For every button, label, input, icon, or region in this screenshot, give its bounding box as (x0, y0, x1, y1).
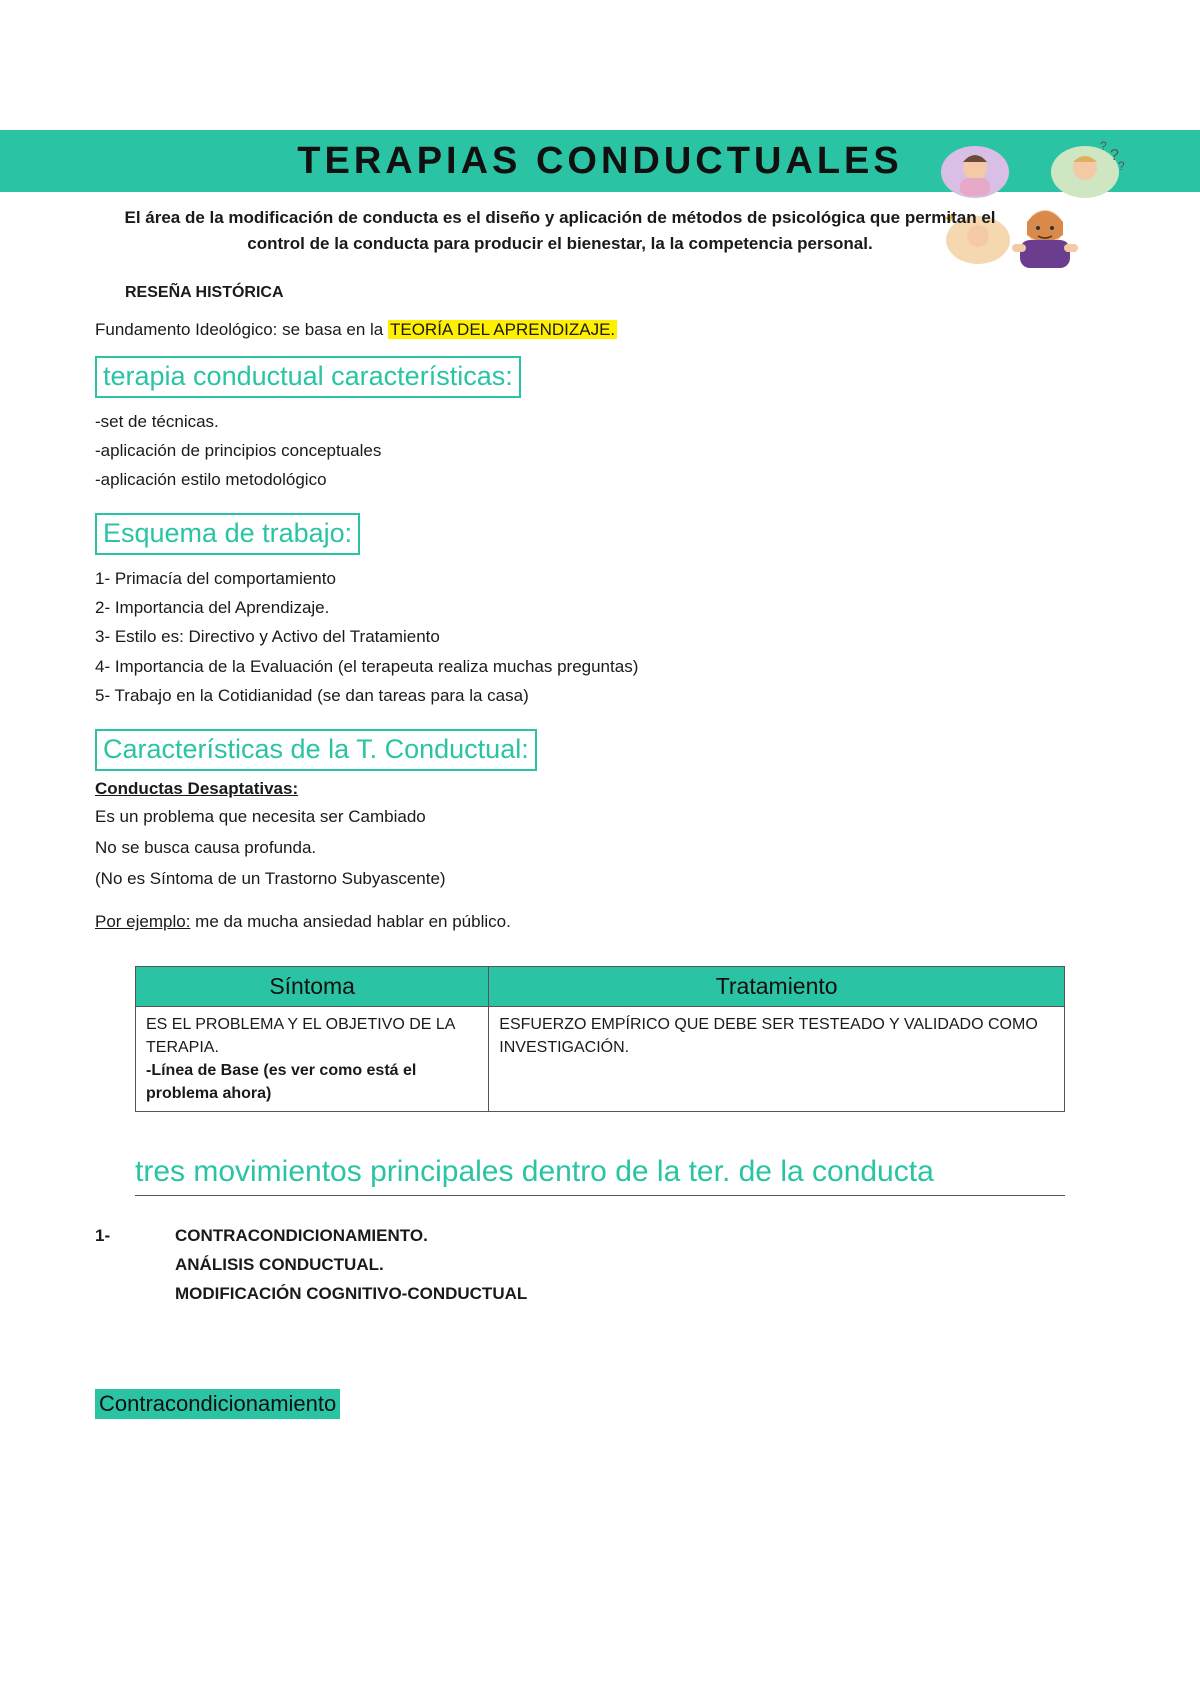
ideological-basis: Fundamento Ideológico: se basa en la TEO… (95, 320, 1105, 340)
list-item: 2- Importancia del Aprendizaje. (95, 594, 1105, 621)
cell-line: ES EL PROBLEMA Y EL OBJETIVO DE LA TERAP… (146, 1016, 455, 1056)
tres-movimientos-heading: tres movimientos principales dentro de l… (135, 1152, 1065, 1196)
section2-list: 1- Primacía del comportamiento 2- Import… (95, 565, 1105, 709)
list-item: -aplicación estilo metodológico (95, 466, 1105, 493)
historical-label: RESEÑA HISTÓRICA (125, 284, 1105, 302)
movement-item: ANÁLISIS CONDUCTUAL. (175, 1251, 1105, 1280)
document-content: El área de la modificación de conducta e… (95, 205, 1105, 1419)
table-cell-tratamiento: ESFUERZO EMPÍRICO QUE DEBE SER TESTEADO … (489, 1006, 1065, 1112)
section3-line: No se busca causa profunda. (95, 834, 1105, 861)
contracondicionamiento-tag: Contracondicionamiento (95, 1389, 340, 1419)
list-number: 1- (95, 1222, 175, 1251)
table-cell-sintoma: ES EL PROBLEMA Y EL OBJETIVO DE LA TERAP… (136, 1006, 489, 1112)
list-item: 1- Primacía del comportamiento (95, 565, 1105, 592)
svg-text:?: ? (1100, 140, 1107, 153)
intro-paragraph: El área de la modificación de conducta e… (95, 205, 1105, 256)
list-item: -aplicación de principios conceptuales (95, 437, 1105, 464)
section3-line: Es un problema que necesita ser Cambiado (95, 803, 1105, 830)
sintoma-tratamiento-table: Síntoma Tratamiento ES EL PROBLEMA Y EL … (135, 966, 1065, 1113)
section3-heading: Características de la T. Conductual: (95, 729, 537, 771)
list-item: 3- Estilo es: Directivo y Activo del Tra… (95, 623, 1105, 650)
section2-heading: Esquema de trabajo: (95, 513, 360, 555)
table-header-tratamiento: Tratamiento (489, 966, 1065, 1006)
example-label: Por ejemplo: (95, 912, 190, 931)
section3-subheading: Conductas Desaptativas: (95, 779, 1105, 799)
list-item: -set de técnicas. (95, 408, 1105, 435)
highlighted-theory: TEORÍA DEL APRENDIZAJE. (388, 320, 617, 339)
list-item: 4- Importancia de la Evaluación (el tera… (95, 653, 1105, 680)
movement-item: MODIFICACIÓN COGNITIVO-CONDUCTUAL (175, 1280, 1105, 1309)
movement-item: CONTRACONDICIONAMIENTO. (175, 1222, 428, 1251)
table-header-sintoma: Síntoma (136, 966, 489, 1006)
example-text: me da mucha ansiedad hablar en público. (190, 912, 510, 931)
section1-list: -set de técnicas. -aplicación de princip… (95, 408, 1105, 494)
list-item: 5- Trabajo en la Cotidianidad (se dan ta… (95, 682, 1105, 709)
example-row: Por ejemplo: me da mucha ansiedad hablar… (95, 908, 1105, 935)
movements-list: 1- CONTRACONDICIONAMIENTO. ANÁLISIS COND… (95, 1222, 1105, 1309)
section1-heading: terapia conductual características: (95, 356, 521, 398)
page-title: TERAPIAS CONDUCTUALES (297, 140, 902, 183)
section3-line: (No es Síntoma de un Trastorno Subyascen… (95, 865, 1105, 892)
cell-line-bold: -Línea de Base (es ver como está el prob… (146, 1062, 416, 1102)
svg-text:?: ? (1118, 159, 1125, 173)
ideological-prefix: Fundamento Ideológico: se basa en la (95, 320, 388, 339)
